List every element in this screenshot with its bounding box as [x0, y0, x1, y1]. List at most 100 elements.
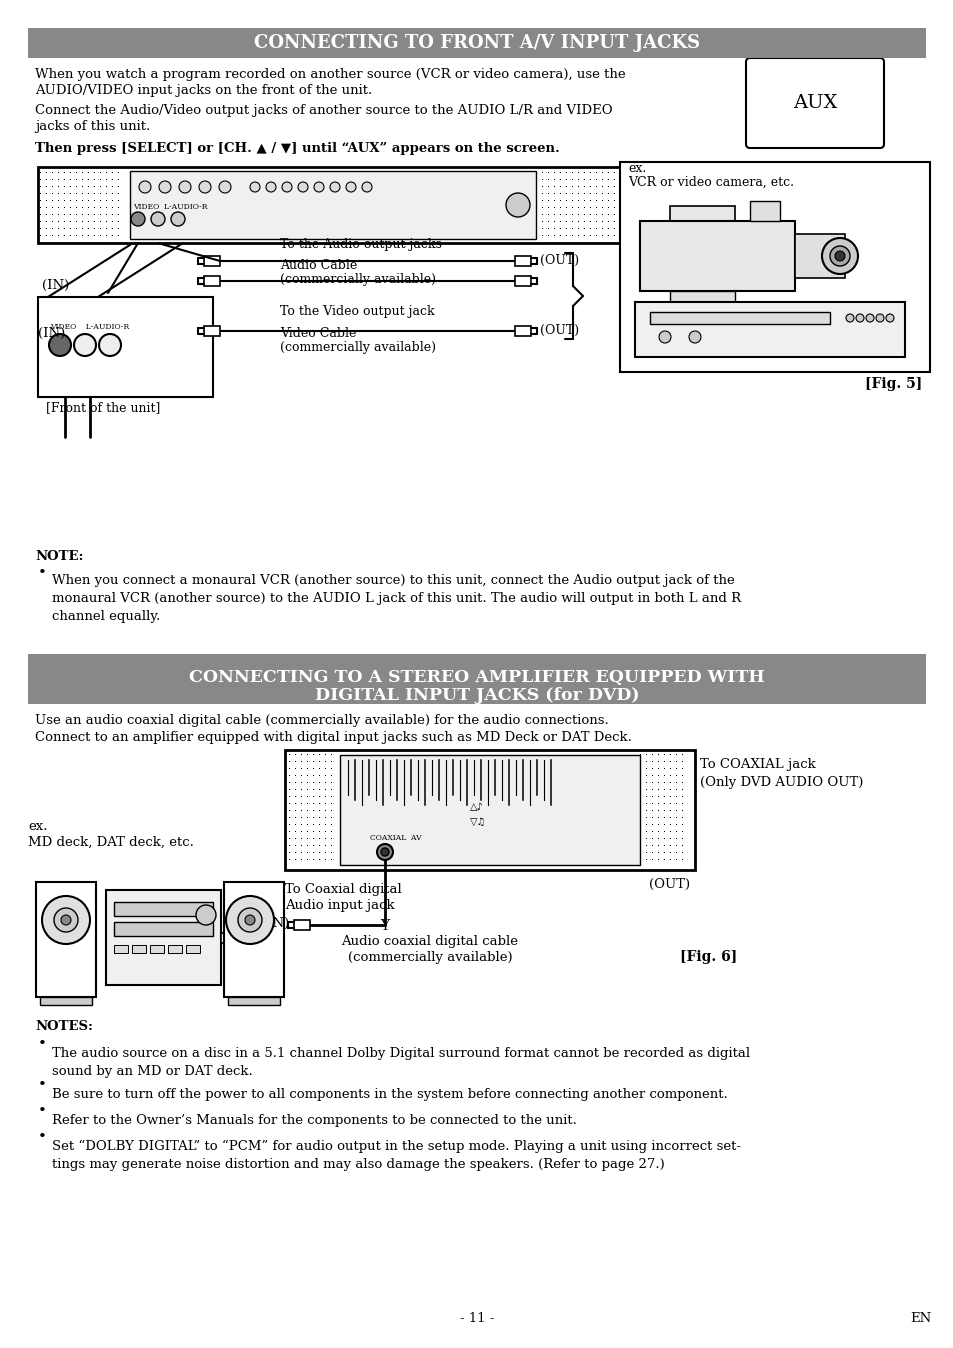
Bar: [515, 326, 531, 336]
Text: [Fig. 6]: [Fig. 6]: [679, 950, 737, 964]
Circle shape: [330, 182, 339, 191]
Circle shape: [834, 251, 844, 262]
Bar: [339, 755, 639, 865]
Text: To COAXIAL jack: To COAXIAL jack: [700, 758, 815, 771]
Text: Then press [SELECT] or [CH. ▲ / ▼] until “AUX” appears on the screen.: Then press [SELECT] or [CH. ▲ / ▼] until…: [35, 142, 559, 155]
Bar: [130, 171, 536, 239]
Text: ▽♫: ▽♫: [470, 818, 486, 828]
Bar: [635, 302, 904, 357]
Circle shape: [821, 239, 857, 274]
Text: VCR or video camera, etc.: VCR or video camera, etc.: [627, 177, 793, 189]
Bar: [38, 167, 627, 243]
Text: Audio coaxial digital cable: Audio coaxial digital cable: [341, 936, 518, 948]
Bar: [228, 998, 280, 1006]
Bar: [168, 945, 182, 953]
Circle shape: [380, 848, 389, 856]
Circle shape: [42, 896, 90, 944]
Text: (IN): (IN): [42, 279, 70, 293]
Circle shape: [219, 181, 231, 193]
Text: VIDEO  L-AUDIO-R: VIDEO L-AUDIO-R: [132, 204, 208, 212]
Text: CONNECTING TO FRONT A/V INPUT JACKS: CONNECTING TO FRONT A/V INPUT JACKS: [253, 34, 700, 53]
Bar: [204, 326, 220, 336]
Text: (OUT): (OUT): [649, 878, 690, 891]
Bar: [224, 882, 284, 998]
Circle shape: [829, 245, 849, 266]
Text: (commercially available): (commercially available): [280, 341, 436, 355]
Circle shape: [179, 181, 191, 193]
Text: Be sure to turn off the power to all components in the system before connecting : Be sure to turn off the power to all com…: [52, 1088, 727, 1101]
Text: △♪: △♪: [470, 803, 483, 811]
Circle shape: [61, 915, 71, 925]
Circle shape: [688, 332, 700, 342]
Circle shape: [297, 182, 308, 191]
Text: Refer to the Owner’s Manuals for the components to be connected to the unit.: Refer to the Owner’s Manuals for the com…: [52, 1113, 577, 1127]
Bar: [113, 922, 213, 936]
Circle shape: [505, 193, 530, 217]
Bar: [515, 276, 531, 286]
Circle shape: [250, 182, 260, 191]
Bar: [749, 201, 780, 221]
Text: DIGITAL INPUT JACKS (for DVD): DIGITAL INPUT JACKS (for DVD): [314, 687, 639, 704]
Text: Audio Cable: Audio Cable: [280, 259, 356, 272]
Bar: [38, 297, 213, 398]
Bar: [28, 654, 925, 704]
Text: AUDIO/VIDEO input jacks on the front of the unit.: AUDIO/VIDEO input jacks on the front of …: [35, 84, 372, 97]
Bar: [106, 890, 221, 985]
Text: •: •: [38, 1130, 47, 1144]
Circle shape: [885, 314, 893, 322]
Circle shape: [314, 182, 324, 191]
Circle shape: [845, 314, 853, 322]
Text: To the Audio output jacks: To the Audio output jacks: [280, 239, 441, 251]
Circle shape: [99, 334, 121, 356]
Circle shape: [875, 314, 883, 322]
Circle shape: [199, 181, 211, 193]
Bar: [40, 998, 91, 1006]
Text: MD deck, DAT deck, etc.: MD deck, DAT deck, etc.: [28, 836, 193, 849]
FancyBboxPatch shape: [745, 58, 883, 148]
Text: When you watch a program recorded on another source (VCR or video camera), use t: When you watch a program recorded on ano…: [35, 67, 625, 81]
Circle shape: [49, 334, 71, 356]
Circle shape: [282, 182, 292, 191]
Text: •: •: [38, 1037, 47, 1051]
Text: •: •: [38, 1078, 47, 1092]
Circle shape: [865, 314, 873, 322]
Text: Set “DOLBY DIGITAL” to “PCM” for audio output in the setup mode. Playing a unit : Set “DOLBY DIGITAL” to “PCM” for audio o…: [52, 1140, 740, 1171]
Text: (Only DVD AUDIO OUT): (Only DVD AUDIO OUT): [700, 776, 862, 789]
Bar: [669, 206, 734, 224]
Text: (commercially available): (commercially available): [280, 274, 436, 286]
Circle shape: [226, 896, 274, 944]
Circle shape: [74, 334, 96, 356]
Text: VIDEO    L-AUDIO-R: VIDEO L-AUDIO-R: [50, 324, 129, 332]
Text: [Front of the unit]: [Front of the unit]: [46, 400, 160, 414]
Circle shape: [245, 915, 254, 925]
Text: AUX: AUX: [792, 94, 837, 112]
Circle shape: [131, 212, 145, 226]
Text: To Coaxial digital: To Coaxial digital: [285, 883, 401, 896]
Bar: [294, 919, 310, 930]
Bar: [669, 291, 734, 315]
Circle shape: [159, 181, 171, 193]
Text: Video Cable: Video Cable: [280, 328, 356, 340]
Bar: [639, 221, 794, 291]
Bar: [204, 256, 220, 266]
Text: (IN): (IN): [38, 328, 65, 340]
Text: •: •: [38, 1104, 47, 1117]
Text: Connect the Audio/Video output jacks of another source to the AUDIO L/R and VIDE: Connect the Audio/Video output jacks of …: [35, 104, 612, 117]
Circle shape: [361, 182, 372, 191]
Bar: [515, 256, 531, 266]
Bar: [113, 902, 213, 917]
Text: Audio input jack: Audio input jack: [285, 899, 395, 913]
Text: - 11 -: - 11 -: [459, 1312, 494, 1325]
Circle shape: [151, 212, 165, 226]
Text: NOTE:: NOTE:: [35, 550, 84, 563]
Bar: [221, 933, 236, 944]
Bar: [285, 749, 695, 869]
Bar: [150, 945, 164, 953]
Text: COAXIAL  AV: COAXIAL AV: [370, 834, 421, 842]
Text: jacks of this unit.: jacks of this unit.: [35, 120, 150, 133]
Text: Connect to an amplifier equipped with digital input jacks such as MD Deck or DAT: Connect to an amplifier equipped with di…: [35, 731, 631, 744]
Text: (OUT): (OUT): [539, 324, 578, 337]
Bar: [619, 162, 929, 372]
Circle shape: [346, 182, 355, 191]
Bar: [132, 945, 146, 953]
